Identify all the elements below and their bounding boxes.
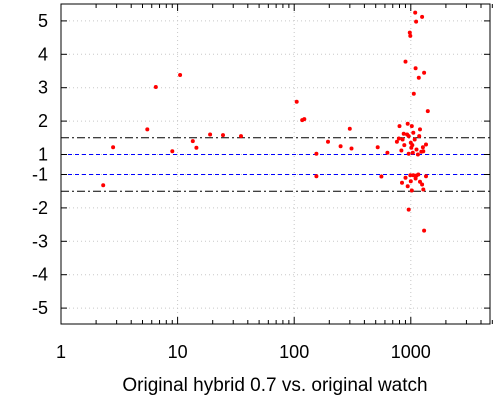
data-point	[422, 228, 427, 233]
data-point	[411, 130, 416, 135]
data-point	[408, 179, 413, 184]
data-point	[406, 134, 411, 139]
data-point	[399, 148, 404, 153]
data-point	[411, 91, 416, 96]
data-point	[418, 127, 422, 132]
y-tick-label: -1	[32, 165, 48, 185]
x-tick-label: 1	[56, 342, 66, 362]
data-point	[338, 144, 343, 149]
y-tick-label: -5	[32, 298, 48, 318]
data-point	[294, 99, 299, 104]
data-point	[239, 134, 243, 139]
data-point	[402, 143, 407, 148]
data-point	[416, 75, 421, 80]
data-point	[101, 183, 106, 188]
data-point	[397, 124, 402, 129]
data-point	[401, 131, 406, 136]
data-point	[412, 137, 417, 142]
grid	[60, 4, 490, 324]
data-point	[414, 19, 419, 24]
data-point	[406, 207, 411, 212]
data-point	[208, 132, 213, 137]
data-point	[409, 124, 414, 129]
data-point	[408, 33, 413, 38]
y-tick-label: 3	[38, 78, 48, 98]
data-point	[420, 145, 425, 150]
y-tick-label: -4	[32, 265, 48, 285]
data-point	[194, 145, 199, 150]
data-point	[190, 139, 195, 144]
data-point	[145, 127, 150, 132]
data-point	[424, 174, 428, 179]
data-point	[418, 179, 422, 184]
x-tick-label: 1000	[391, 342, 431, 362]
data-point	[413, 66, 418, 71]
data-point	[421, 149, 426, 154]
y-tick-label: 5	[38, 11, 48, 31]
data-point	[421, 187, 426, 192]
x-tick-labels: 1 10 100 1000	[56, 342, 431, 362]
data-point	[422, 70, 427, 75]
x-tick-label: 10	[168, 342, 188, 362]
data-points	[101, 10, 430, 233]
data-point	[347, 126, 352, 131]
x-tick-label: 100	[279, 342, 309, 362]
data-point	[424, 142, 428, 147]
data-point	[417, 134, 422, 139]
data-point	[385, 150, 390, 155]
data-point	[416, 172, 421, 177]
y-tick-label: -3	[32, 231, 48, 251]
data-point	[425, 109, 430, 114]
data-point	[349, 146, 354, 151]
y-tick-label: 4	[38, 44, 48, 64]
plot-border	[60, 3, 491, 325]
y-tick-label: -2	[32, 198, 48, 218]
data-point	[420, 182, 425, 187]
data-point	[170, 149, 175, 154]
data-point	[178, 73, 183, 77]
data-point	[314, 151, 319, 156]
data-point	[411, 173, 416, 178]
data-point	[405, 184, 410, 189]
data-point	[396, 136, 401, 141]
data-point	[405, 121, 410, 126]
data-point	[406, 151, 411, 156]
data-point	[326, 139, 330, 144]
data-point	[414, 147, 419, 152]
data-point	[394, 139, 399, 144]
data-point	[403, 59, 408, 64]
data-point	[408, 173, 413, 178]
data-point	[415, 152, 420, 157]
data-point	[400, 180, 404, 185]
data-point	[153, 85, 158, 89]
data-point	[407, 30, 412, 35]
y-tick-labels: 5 4 3 2 1-1 -2 -3 -4 -5	[32, 11, 48, 318]
data-point	[302, 117, 307, 122]
data-point	[400, 137, 405, 142]
y-tick-label: 2	[38, 111, 48, 131]
data-point	[409, 188, 414, 193]
data-point	[111, 145, 116, 150]
data-point	[379, 174, 384, 179]
y-tick-label: 1	[38, 145, 48, 165]
data-point	[314, 174, 319, 179]
x-axis-title: Original hybrid 0.7 vs. original watch	[122, 375, 427, 396]
data-point	[410, 150, 415, 155]
ticks	[60, 4, 493, 324]
data-point	[413, 10, 418, 15]
data-point	[403, 175, 408, 180]
plot-frame	[60, 3, 491, 325]
data-point	[420, 14, 425, 19]
data-point	[375, 145, 380, 150]
data-point	[413, 176, 418, 181]
data-point	[410, 143, 415, 148]
data-point	[221, 133, 225, 138]
